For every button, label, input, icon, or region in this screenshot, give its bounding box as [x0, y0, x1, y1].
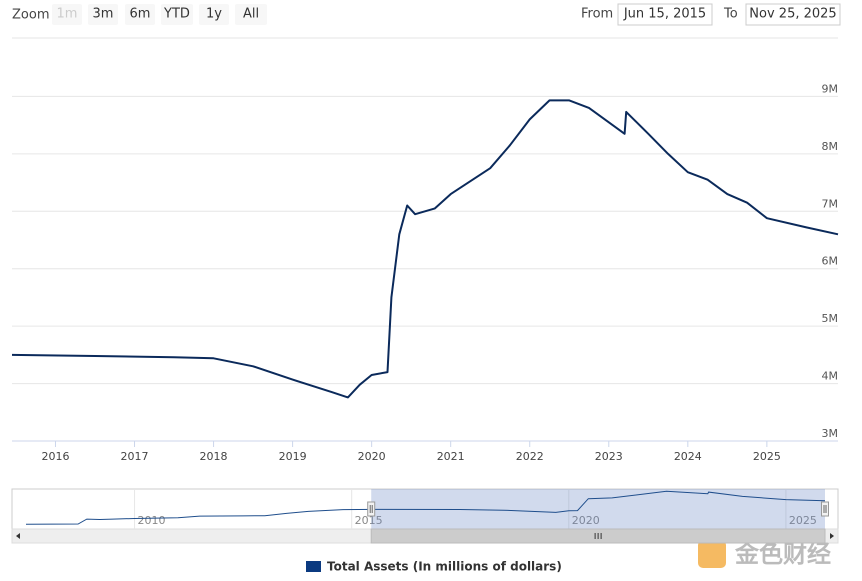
navigator-handle-grip: [369, 505, 373, 513]
series-line: [11, 99, 839, 399]
scroll-left-arrow[interactable]: [16, 533, 20, 539]
zoom-button-label[interactable]: 6m: [130, 7, 151, 22]
y-tick-label: 5M: [822, 312, 839, 325]
navigator-tick-label: 2025: [789, 514, 817, 527]
y-tick-label: 4M: [822, 370, 839, 383]
to-input[interactable]: [745, 3, 841, 26]
y-tick-label: 7M: [822, 197, 839, 210]
from-value: Jun 15, 2015: [623, 7, 706, 22]
navigator-tick-label: 2010: [138, 514, 166, 527]
navigator-handle[interactable]: [821, 501, 829, 517]
zoom-button-label[interactable]: 1y: [206, 7, 222, 22]
zoom-button[interactable]: [88, 4, 118, 25]
x-tick-label: 2019: [279, 450, 307, 463]
navigator-tick-label: 2020: [572, 514, 600, 527]
to-label: To: [723, 7, 738, 22]
from-label: From: [581, 7, 613, 22]
y-tick-label: 8M: [822, 140, 839, 153]
watermark-logo: [698, 540, 726, 568]
x-tick-label: 2024: [674, 450, 702, 463]
scroll-right-arrow[interactable]: [830, 533, 834, 539]
legend-symbol[interactable]: [306, 561, 321, 572]
zoom-button[interactable]: [235, 4, 267, 25]
zoom-button[interactable]: [52, 4, 82, 25]
navigator-handle-grip: [823, 505, 827, 513]
y-tick-label: 3M: [822, 427, 839, 440]
zoom-button[interactable]: [161, 4, 193, 25]
navigator-handle[interactable]: [367, 501, 376, 517]
x-tick-label: 2021: [437, 450, 465, 463]
scrollbar-grip: [594, 533, 602, 539]
zoom-button-label[interactable]: 1m: [57, 7, 78, 22]
x-tick-label: 2020: [358, 450, 386, 463]
zoom-button-label[interactable]: All: [243, 7, 259, 22]
x-tick-label: 2018: [200, 450, 228, 463]
zoom-button-label[interactable]: YTD: [163, 7, 190, 22]
zoom-button-label[interactable]: 3m: [93, 7, 114, 22]
to-value: Nov 25, 2025: [749, 7, 836, 22]
x-tick-label: 2025: [753, 450, 781, 463]
x-tick-label: 2017: [121, 450, 149, 463]
x-tick-label: 2023: [595, 450, 623, 463]
watermark: 金色财经: [734, 540, 831, 568]
zoom-button[interactable]: [199, 4, 229, 25]
zoom-label: Zoom: [12, 8, 49, 23]
x-tick-label: 2022: [516, 450, 544, 463]
y-tick-label: 9M: [822, 82, 839, 95]
zoom-button[interactable]: [125, 4, 155, 25]
y-tick-label: 6M: [822, 255, 839, 268]
from-input[interactable]: [617, 3, 713, 26]
legend-label[interactable]: Total Assets (In millions of dollars): [327, 560, 562, 574]
x-tick-label: 2016: [41, 450, 69, 463]
navigator-tick-label: 2015: [355, 514, 383, 527]
